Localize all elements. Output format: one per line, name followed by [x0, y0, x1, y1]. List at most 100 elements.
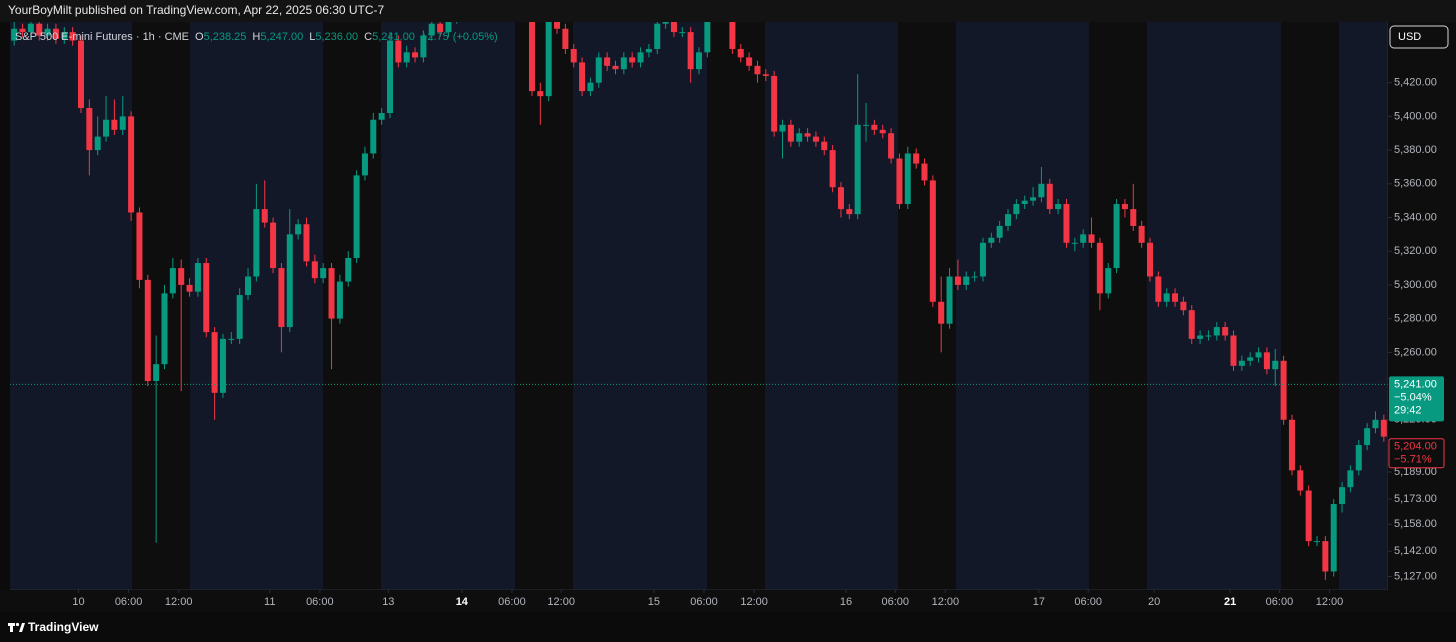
candle-body: [1138, 225, 1145, 243]
candle-body: [938, 301, 945, 324]
legend-high: 5,247.00: [260, 31, 303, 43]
x-tick-label: 06:00: [306, 596, 334, 608]
candle-body: [929, 180, 936, 302]
candle-body: [128, 116, 135, 213]
logo-part: [19, 623, 25, 632]
candle-body: [1146, 242, 1153, 277]
candle-body: [320, 268, 327, 279]
y-tick-label: 5,142.00: [1394, 545, 1437, 557]
candle-body: [587, 82, 594, 92]
candle-body: [345, 257, 352, 282]
candle-body: [437, 23, 444, 33]
price-label: 5,204.00: [1394, 441, 1437, 453]
candle-body: [178, 268, 185, 285]
currency-box[interactable]: [1389, 25, 1449, 49]
legend-title: S&P 500 E-mini Futures · 1h · CME: [15, 31, 189, 43]
closed-session: [515, 22, 573, 590]
closed-session: [1089, 22, 1147, 590]
candle-body: [604, 57, 611, 66]
candle-body: [629, 57, 636, 63]
candle-body: [228, 338, 235, 340]
candle-body: [161, 293, 168, 365]
candle-body: [979, 242, 986, 277]
candle-body: [211, 332, 218, 393]
candle-body: [662, 22, 669, 24]
candle-body: [854, 124, 861, 215]
candle-body: [1355, 445, 1362, 471]
y-tick-label: 5,340.00: [1394, 211, 1437, 223]
candles: [10, 22, 1388, 580]
candle-body: [804, 133, 811, 137]
candle-body: [353, 175, 360, 258]
candle-body: [203, 263, 210, 333]
candle-body: [153, 364, 160, 382]
price-label-box: [1388, 438, 1445, 469]
y-tick-label: 5,380.00: [1394, 144, 1437, 156]
candle-body: [620, 57, 627, 70]
candle-body: [1172, 293, 1179, 302]
candle-body: [1288, 419, 1295, 471]
candle-body: [737, 48, 744, 58]
candle-body: [303, 224, 310, 262]
candle-body: [136, 212, 143, 280]
candle-body: [1113, 204, 1120, 269]
y-tick-label: 5,173.00: [1394, 493, 1437, 505]
candle-body: [77, 40, 84, 108]
candle-body: [1272, 360, 1279, 370]
candle-body: [954, 276, 961, 285]
candle-body: [762, 74, 769, 76]
candle-body: [1046, 183, 1053, 210]
candle-body: [261, 209, 268, 223]
candle-body: [963, 276, 970, 285]
legend-close: 5,241.00: [372, 31, 415, 43]
candle-body: [921, 163, 928, 181]
candle-body: [829, 150, 836, 188]
candle-body: [1314, 541, 1321, 543]
candle-body: [670, 22, 677, 33]
candle-body: [1322, 541, 1329, 572]
candle-body: [1347, 470, 1354, 488]
candle-body: [169, 268, 176, 294]
currency[interactable]: USD: [1398, 31, 1421, 43]
y-tick-label: 5,400.00: [1394, 110, 1437, 122]
candle-body: [746, 57, 753, 66]
candle-body: [295, 224, 302, 235]
candle-body: [1055, 204, 1062, 210]
legend-l: L: [309, 31, 315, 43]
candle-body: [787, 124, 794, 142]
y-tick-label: 5,320.00: [1394, 245, 1437, 257]
candle-body: [1330, 504, 1337, 572]
candle-body: [1230, 335, 1237, 366]
brand: TradingView: [28, 620, 99, 634]
candle-body: [236, 295, 243, 339]
currency-button[interactable]: USD: [1389, 25, 1449, 49]
candle-body: [1180, 301, 1187, 311]
candle-body: [863, 124, 870, 126]
candle-body: [645, 48, 652, 53]
candle-body: [837, 187, 844, 210]
candle-body: [888, 133, 895, 159]
x-tick-label: 06:00: [1074, 596, 1102, 608]
candle-body: [704, 22, 711, 53]
candle-body: [27, 23, 34, 33]
price-change: −5.04%: [1394, 391, 1432, 403]
candle-body: [1080, 234, 1087, 243]
candle-body: [219, 338, 226, 393]
x-tick-label: 06:00: [1266, 596, 1294, 608]
x-tick-label: 10: [72, 596, 84, 608]
candle-body: [1121, 204, 1128, 210]
y-tick-label: 5,420.00: [1394, 77, 1437, 89]
candle-body: [612, 65, 619, 70]
candle-body: [69, 32, 76, 41]
candle-body: [754, 65, 761, 75]
y-tick-label: 5,260.00: [1394, 346, 1437, 358]
candle-body: [1205, 335, 1212, 337]
candle-body: [111, 119, 118, 130]
candle-body: [395, 40, 402, 63]
candle-body: [403, 52, 410, 63]
candle-body: [1004, 214, 1012, 226]
candle-body: [445, 22, 452, 33]
x-tick-label: 06:00: [115, 596, 143, 608]
